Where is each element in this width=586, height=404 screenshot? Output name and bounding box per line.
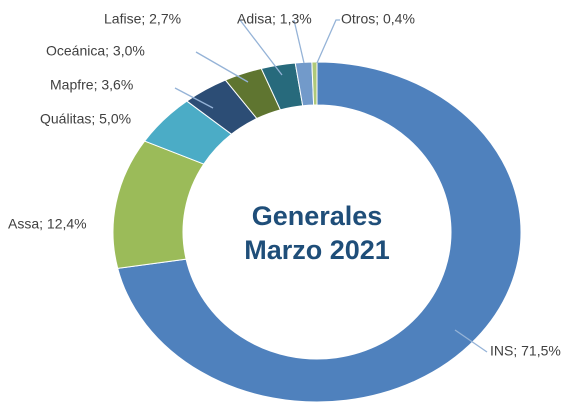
leader-line [316, 19, 340, 64]
leader-line [293, 19, 305, 64]
chart-title: Marzo 2021 [244, 235, 390, 265]
data-label: Lafise; 2,7% [104, 11, 181, 27]
leader-line [195, 51, 249, 83]
donut-slice [311, 61, 318, 106]
data-label: Adisa; 1,3% [237, 11, 312, 27]
data-label: Quálitas; 5,0% [40, 111, 131, 127]
data-label: Oceánica; 3,0% [46, 43, 145, 59]
data-label: Mapfre; 3,6% [50, 77, 133, 93]
data-label: Assa; 12,4% [8, 216, 87, 232]
leader-line [174, 87, 214, 109]
data-label: Otros; 0,4% [341, 11, 415, 27]
data-label: INS; 71,5% [490, 343, 561, 359]
chart-title: Generales [252, 201, 383, 231]
leader-line [239, 19, 283, 76]
donut-slice [112, 140, 205, 269]
donut-slice [117, 61, 522, 403]
leader-line [454, 329, 488, 353]
